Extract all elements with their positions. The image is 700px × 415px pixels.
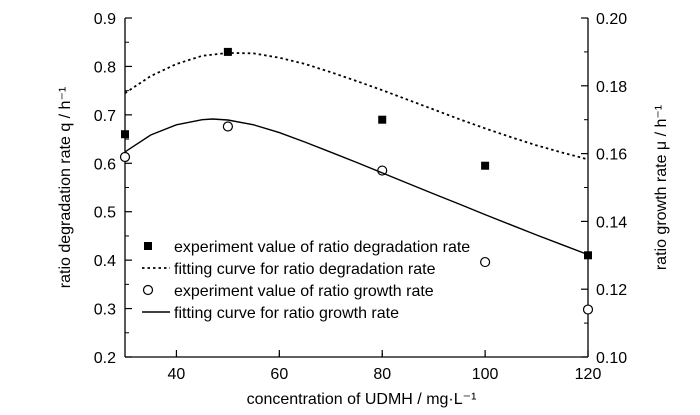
series-2-line <box>124 51 589 161</box>
y-tick-label-left: 0.5 <box>94 205 116 222</box>
y-tick-label-left: 0.8 <box>94 59 116 76</box>
legend-item-4-label: fitting curve for ratio growth rate <box>174 305 399 322</box>
series-3-point <box>480 256 491 268</box>
y-tick-label-left: 0.6 <box>94 156 116 173</box>
legend-item-1-swatch <box>144 242 152 250</box>
y-axis-title-left: ratio degradation rate q / h⁻¹ <box>57 87 74 288</box>
series-4-line <box>124 118 589 256</box>
x-axis-title: concentration of UDMH / mg·L⁻¹ <box>247 391 477 408</box>
y-tick-label-left: 0.3 <box>94 302 116 319</box>
series-3-point <box>582 304 594 315</box>
y-axis-title-right: ratio growth rate μ / h⁻¹ <box>653 105 670 270</box>
y-tick-label-left: 0.9 <box>94 11 116 28</box>
series-1-point <box>584 251 592 260</box>
series-1-point <box>378 115 387 124</box>
series-3-point <box>119 151 131 163</box>
series-1-point <box>481 161 490 170</box>
legend-item-3-swatch <box>142 284 154 296</box>
series-3-point <box>222 121 233 132</box>
y-tick-label-right: 0.10 <box>596 350 627 367</box>
y-tick-label-right: 0.18 <box>596 79 627 96</box>
y-tick-label-right: 0.16 <box>596 147 627 164</box>
x-tick-label: 80 <box>373 366 391 383</box>
y-tick-label-right: 0.12 <box>596 282 627 299</box>
legend-item-2-label: fitting curve for ratio degradation rate <box>174 261 436 278</box>
y-tick-label-right: 0.14 <box>596 214 627 231</box>
y-tick-label-left: 0.4 <box>94 253 116 270</box>
x-tick-label: 120 <box>575 366 602 383</box>
x-tick-label: 40 <box>168 366 186 383</box>
y-tick-label-right: 0.20 <box>596 11 627 28</box>
series-1-point <box>223 47 232 56</box>
legend-item-3-label: experiment value of ratio growth rate <box>174 283 434 300</box>
series-1-point <box>121 130 129 139</box>
legend-item-1-label: experiment value of ratio degradation ra… <box>174 239 470 256</box>
x-tick-label: 100 <box>472 366 499 383</box>
y-tick-label-left: 0.7 <box>94 108 116 125</box>
y-tick-label-left: 0.2 <box>94 350 116 367</box>
x-tick-label: 60 <box>270 366 288 383</box>
